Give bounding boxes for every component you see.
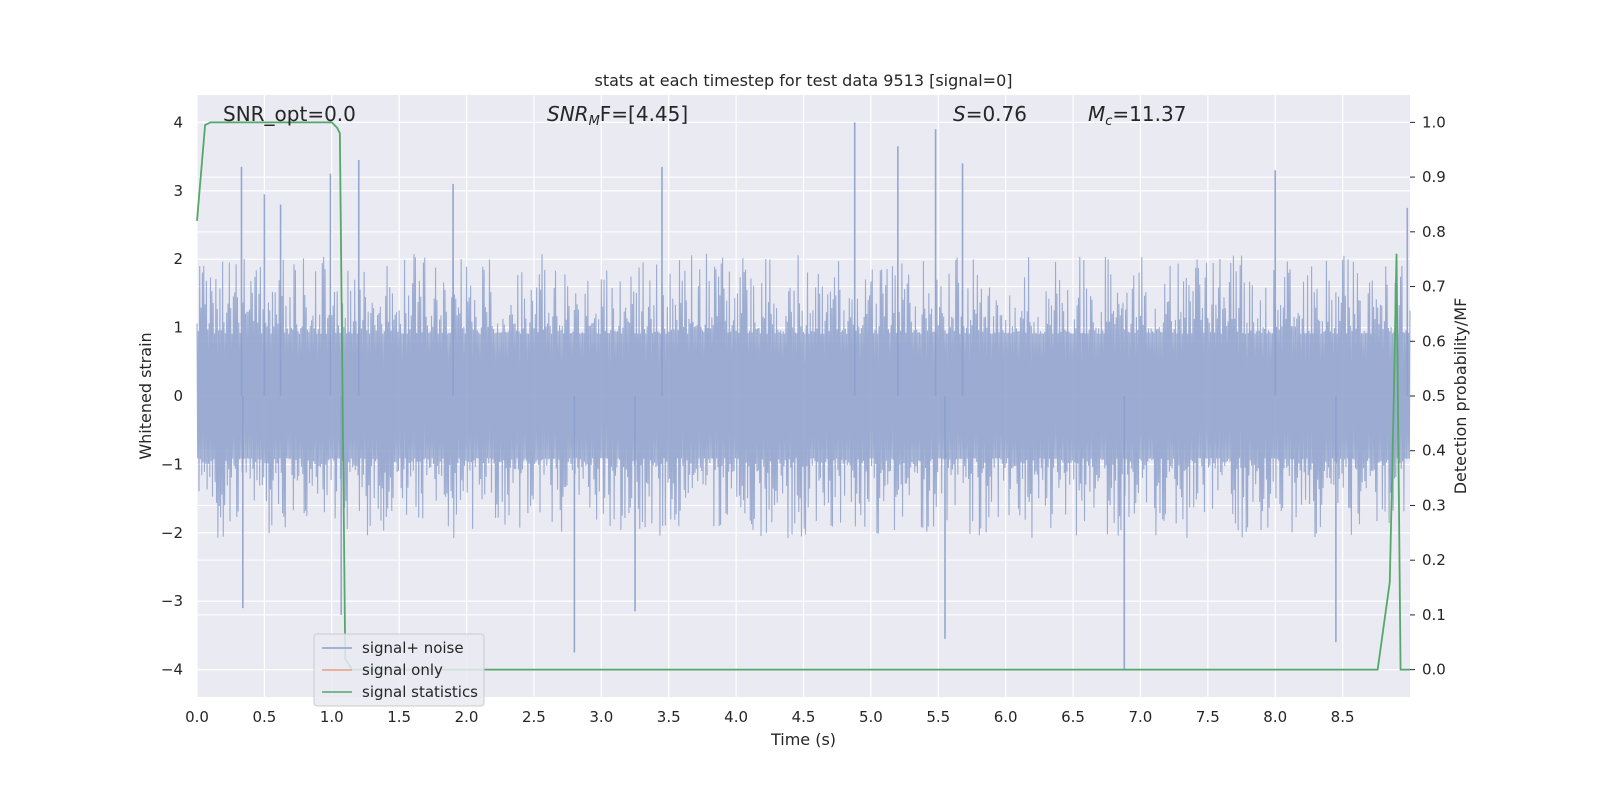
x-tick-label: 7.5: [1196, 708, 1220, 726]
x-tick-label: 1.5: [387, 708, 411, 726]
x-tick-label: 4.5: [792, 708, 816, 726]
annotation-snr-mf-rest: F=[4.45]: [600, 102, 688, 126]
x-tick-label: 1.0: [320, 708, 344, 726]
annotation-snr-mf-sub: M: [589, 114, 600, 129]
legend-box: [313, 633, 485, 707]
y2-tick-label: 0.7: [1422, 278, 1446, 296]
x-tick-label: 5.5: [926, 708, 950, 726]
y-axis-label: Whitened strain: [136, 332, 155, 459]
x-tick-label: 0.0: [185, 708, 209, 726]
x-tick-label: 7.0: [1129, 708, 1153, 726]
y2-tick-label: 1.0: [1422, 113, 1446, 131]
y2-tick-label: 0.0: [1422, 661, 1446, 679]
y-tick-label: 0: [173, 387, 183, 405]
legend: signal+ noise signal only signal statist…: [313, 633, 485, 707]
annotation-mc-value: =11.37: [1112, 102, 1186, 126]
y-tick-label: −2: [161, 524, 183, 542]
noise-trace: [196, 253, 1411, 539]
y2-tick-label: 0.5: [1422, 387, 1446, 405]
legend-label-signal-noise: signal+ noise: [362, 639, 464, 657]
x-tick-label: 2.0: [455, 708, 479, 726]
x-tick-label: 8.5: [1331, 708, 1355, 726]
x-axis-label: Time (s): [770, 730, 836, 749]
x-tick-label: 2.5: [522, 708, 546, 726]
y-tick-label: −3: [161, 592, 183, 610]
annotation-snr-mf-main: SNR: [547, 102, 589, 126]
x-tick-label: 6.5: [1061, 708, 1085, 726]
y2-axis-label: Detection probability/MF: [1451, 298, 1470, 495]
x-tick-label: 6.0: [994, 708, 1018, 726]
y-tick-label: 3: [173, 182, 183, 200]
annotation-s: S=0.76: [953, 102, 1027, 126]
tick-layer: 0.0 0.5 1.0 1.5 2.0 2.5 3.0 3.5 4.0 4.5 5.0 5.5 6.0 6…: [161, 113, 1446, 726]
chart-title: stats at each timestep for test data 951…: [594, 71, 1012, 90]
annotation-s-value: =0.76: [966, 102, 1027, 126]
annotation-mc-main: M: [1088, 102, 1105, 126]
x-tick-label: 8.0: [1263, 708, 1287, 726]
x-tick-label: 4.0: [724, 708, 748, 726]
y-tick-label: −1: [161, 455, 183, 473]
y2-tick-label: 0.3: [1422, 496, 1446, 514]
series-signal-noise: [196, 122, 1411, 670]
legend-label-signal-statistics: signal statistics: [362, 683, 478, 701]
y2-tick-label: 0.1: [1422, 606, 1446, 624]
x-tick-label: 3.5: [657, 708, 681, 726]
annotation-snr-mf: SNRMF=[4.45]: [547, 102, 688, 129]
y2-tick-label: 0.8: [1422, 223, 1446, 241]
annotation-snr-opt: SNR_opt=0.0: [223, 102, 356, 126]
y2-tick-label: 0.4: [1422, 442, 1446, 460]
y2-tick-label: 0.6: [1422, 332, 1446, 350]
annotation-mc-sub: c: [1105, 114, 1112, 129]
y-tick-label: 1: [173, 319, 183, 337]
x-tick-label: 5.0: [859, 708, 883, 726]
y-tick-label: −4: [161, 661, 183, 679]
x-tick-label: 0.5: [252, 708, 276, 726]
y2-tick-label: 0.2: [1422, 551, 1446, 569]
y2-tick-label: 0.9: [1422, 168, 1446, 186]
y-tick-label: 4: [173, 113, 183, 131]
y-tick-label: 2: [173, 250, 183, 268]
x-tick-label: 3.0: [589, 708, 613, 726]
annotation-mc: Mc=11.37: [1088, 102, 1186, 129]
annotation-s-var: S: [953, 102, 966, 126]
legend-label-signal-only: signal only: [362, 661, 443, 679]
